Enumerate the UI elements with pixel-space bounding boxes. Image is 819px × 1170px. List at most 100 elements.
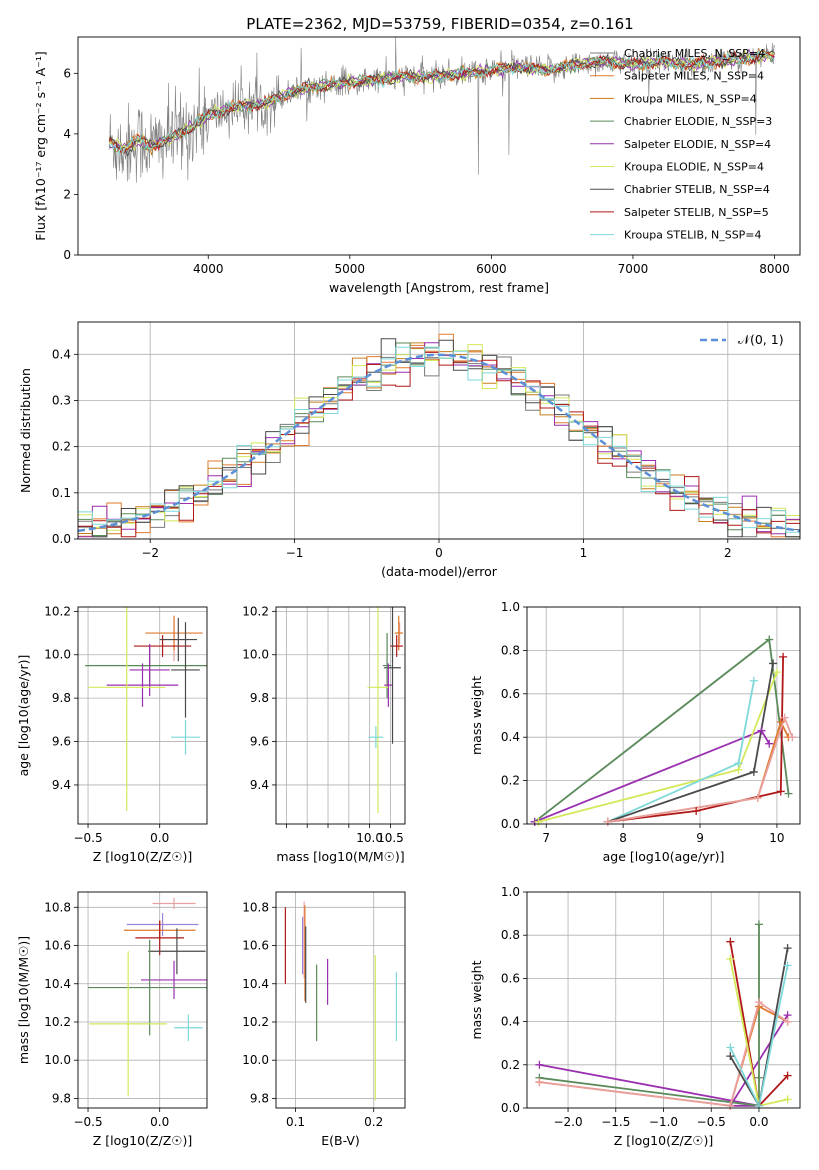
y-tick-label: 0.0: [501, 1101, 520, 1115]
x-tick-label: 8: [619, 831, 627, 845]
x-tick-label: 9: [696, 831, 704, 845]
weight-marker: [765, 739, 774, 748]
y-tick-label: 6: [63, 66, 71, 80]
x-tick-label: −1.5: [601, 1115, 630, 1129]
y-tick-label: 4: [63, 127, 71, 141]
x-tick-label: 10.5: [377, 831, 404, 845]
weight-marker: [734, 759, 743, 768]
y-tick-label: 10.8: [242, 900, 269, 914]
weight-marker: [772, 668, 781, 677]
y-tick-label: 10.0: [44, 1053, 71, 1067]
x-tick-label: −0.5: [73, 1115, 102, 1129]
x-tick-label: 5000: [335, 262, 366, 276]
x-tick-label: 4000: [193, 262, 224, 276]
weight-marker: [754, 920, 763, 929]
x-tick-label: −2.0: [553, 1115, 582, 1129]
chart-layer: 4000 5000 6000 7000 8000 0 2 4 6 wavelength [Angs…: [16, 36, 801, 1148]
weight-marker: [754, 1101, 763, 1110]
x-tick-label: −0.5: [697, 1115, 726, 1129]
legend-entry: Salpeter ELODIE, N_SSP=4: [624, 138, 771, 151]
x-tick-label: −1.0: [649, 1115, 678, 1129]
legend-entry: 𝒩(0, 1): [738, 332, 784, 347]
weight-marker: [535, 1060, 544, 1069]
y-tick-label: 10.0: [242, 648, 269, 662]
y-tick-label: 9.4: [250, 778, 269, 792]
x-tick-label: 0: [435, 546, 443, 560]
x-tick-label: 10.0: [356, 831, 383, 845]
plot-area: [78, 892, 207, 1108]
legend-entry: Kroupa ELODIE, N_SSP=4: [624, 161, 764, 174]
x-tick-label: 0.2: [364, 1115, 383, 1129]
y-tick-label: 10.6: [44, 939, 71, 953]
y-tick-label: 0.2: [52, 440, 71, 454]
weight-marker: [726, 1052, 735, 1061]
weight-marker: [788, 733, 797, 742]
weight-marker: [757, 726, 766, 735]
y-tick-label: 9.8: [250, 691, 269, 705]
weight-marker: [749, 676, 758, 685]
weight-marker: [726, 937, 735, 946]
y-tick-label: 0.2: [501, 774, 520, 788]
weight-marker: [535, 1078, 544, 1087]
y-tick-label: 10.2: [44, 1015, 71, 1029]
y-tick-label: 10.8: [44, 900, 71, 914]
weight-marker: [726, 1043, 735, 1052]
y-tick-label: 0.0: [501, 817, 520, 831]
y-axis-label: age [log10(age/yr)]: [16, 655, 31, 777]
weight-marker: [726, 954, 735, 963]
panel-age-vs-Z: −0.5 0.0 9.4 9.6 9.8 10.0 10.2 Z [log10(Z/Z☉)] a…: [16, 604, 208, 864]
weight-marker: [769, 659, 778, 668]
x-tick-label: 6000: [476, 262, 507, 276]
y-tick-label: 0.1: [52, 486, 71, 500]
x-tick-label: 0.1: [286, 1115, 305, 1129]
y-axis-label: mass weight: [469, 676, 484, 755]
y-tick-label: 0.4: [501, 730, 520, 744]
weight-line: [607, 680, 755, 823]
x-axis-label: Z [log10(Z/Z☉)]: [614, 1133, 714, 1148]
y-tick-label: 10.4: [242, 977, 269, 991]
y-axis-label: mass [log10(M/M☉)]: [16, 936, 31, 1064]
y-tick-label: 10.0: [44, 648, 71, 662]
weight-marker: [754, 1073, 763, 1082]
weight-marker: [783, 944, 792, 953]
y-tick-label: 0.3: [52, 393, 71, 407]
y-tick-label: 10.0: [242, 1053, 269, 1067]
weight-marker: [783, 961, 792, 970]
x-tick-label: 0.0: [150, 831, 169, 845]
y-tick-label: 9.8: [52, 691, 71, 705]
plot-area: [108, 37, 775, 183]
x-axis-label: age [log10(age/yr)]: [603, 849, 725, 864]
panel-mass-vs-Z: −0.5 0.0 9.8 10.0 10.2 10.4 10.6 10.8 Z [log10(Z…: [16, 891, 208, 1148]
plot-area: [276, 607, 405, 824]
x-tick-label: −0.5: [73, 831, 102, 845]
weight-marker: [726, 1101, 735, 1110]
x-axis-label: Z [log10(Z/Z☉)]: [93, 849, 193, 864]
y-tick-label: 9.8: [52, 1091, 71, 1105]
weight-marker: [783, 1017, 792, 1026]
panel-mass-vs-ebv: 0.1 0.2 9.8 10.0 10.2 10.4 10.6 10.8 E(B-V): [242, 891, 406, 1148]
x-axis-label: Z [log10(Z/Z☉)]: [93, 1133, 193, 1148]
y-tick-label: 0.0: [52, 532, 71, 546]
weight-line: [539, 924, 760, 1107]
weight-marker: [765, 635, 774, 644]
panel-weight-vs-Z: −2.0 −1.5 −1.0 −0.5 0.0 0.0 0.2 0.4 0.6 0.8 1.0 Z […: [469, 885, 801, 1148]
y-tick-label: 0.2: [501, 1058, 520, 1072]
legend-entry: Chabrier MILES, N_SSP=4: [624, 47, 765, 60]
weight-marker: [603, 817, 612, 826]
y-tick-label: 0.4: [52, 347, 71, 361]
x-axis-label: mass [log10(M/M☉)]: [276, 849, 404, 864]
y-axis-label: Flux [fλ10⁻¹⁷ erg cm⁻² s⁻¹ A⁻¹]: [33, 51, 48, 240]
model-spectrum: [108, 49, 775, 155]
legend-entry: Salpeter MILES, N_SSP=4: [624, 70, 764, 83]
weight-marker: [784, 789, 793, 798]
plot-area: [527, 892, 800, 1108]
legend-entry: Salpeter STELIB, N_SSP=5: [624, 206, 769, 219]
weight-line: [607, 715, 794, 823]
x-tick-label: 1: [580, 546, 588, 560]
weight-marker: [779, 652, 788, 661]
y-tick-label: 10.2: [44, 604, 71, 618]
axes-frame: [77, 36, 801, 256]
x-tick-label: 0.0: [749, 1115, 768, 1129]
y-tick-label: 10.4: [44, 977, 71, 991]
